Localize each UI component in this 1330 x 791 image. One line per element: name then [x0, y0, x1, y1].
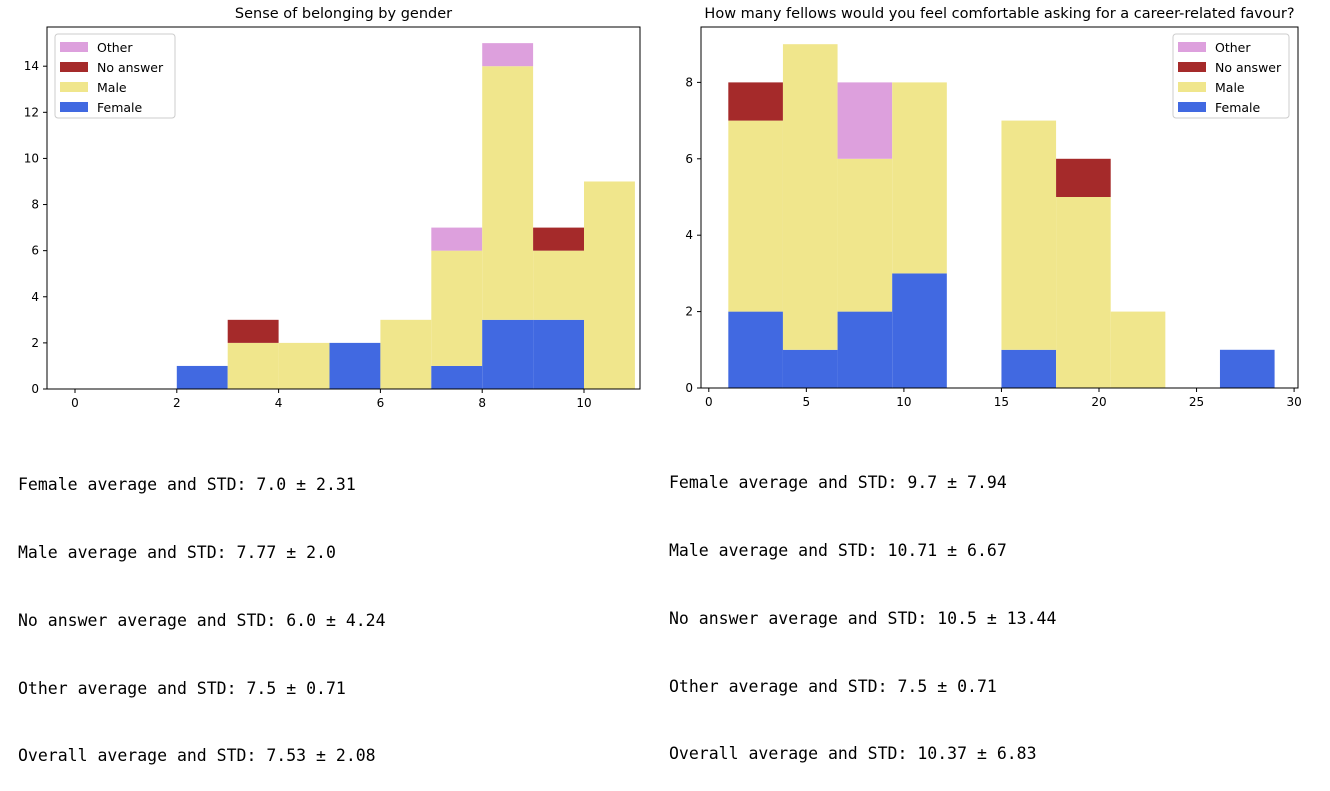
stats-line: No answer average and STD: 10.5 ± 13.44 — [669, 608, 1057, 628]
y-tick-label: 14 — [24, 59, 39, 73]
x-tick-label: 5 — [803, 395, 811, 409]
legend-swatch — [1178, 42, 1206, 52]
bar-other-bin-6 — [482, 43, 534, 67]
stats-line: Female average and STD: 9.7 ± 7.94 — [669, 473, 1007, 493]
chart-canvas: 0 2 4 6 8 10 0 2 4 6 8 10 12 14 Sense of belonging by … — [24, 6, 1302, 410]
bar-other-bin-5 — [431, 227, 483, 251]
y-tick-label: 8 — [31, 198, 39, 212]
y-tick-label: 0 — [31, 382, 39, 396]
legend-entry: Female — [97, 100, 143, 115]
legend-swatch — [60, 62, 88, 72]
bar-no-answer-bin-6 — [1056, 158, 1111, 197]
legend-box — [54, 33, 176, 119]
chart-title: Sense of belonging by gender — [235, 6, 452, 22]
x-tick-label: 20 — [1091, 395, 1106, 409]
x-tick-label: 10 — [896, 395, 911, 409]
y-tick-label: 12 — [24, 105, 39, 119]
legend-swatch — [1178, 62, 1206, 72]
bars — [176, 43, 635, 389]
legend: Other No answer Male Female — [1172, 33, 1290, 119]
bar-male-bin-4 — [380, 319, 432, 389]
y-tick-label: 2 — [685, 305, 693, 319]
x-tick-label: 4 — [275, 396, 283, 410]
x-tick-label: 25 — [1189, 395, 1204, 409]
bar-male-bin-1 — [782, 44, 838, 350]
x-tick-label: 0 — [705, 395, 713, 409]
bar-female-bin-1 — [782, 349, 838, 388]
y-tick-label: 2 — [31, 336, 39, 350]
bar-female-bin-2 — [837, 311, 893, 388]
chart-title: How many fellows would you feel comforta… — [704, 6, 1294, 22]
legend-swatch — [1178, 82, 1206, 92]
chart-2: 0 5 10 15 20 25 30 0 2 4 6 8 How many fellows would … — [685, 6, 1301, 409]
legend-entry: Other — [97, 40, 133, 55]
legend-swatch — [60, 42, 88, 52]
stats-line: Overall average and STD: 7.53 ± 2.08 — [18, 746, 376, 766]
stats-output-right: Female average and STD: 9.7 ± 7.94 Male … — [669, 427, 1056, 789]
legend-swatch — [60, 82, 88, 92]
y-tick-label: 8 — [685, 75, 693, 89]
x-tick-label: 2 — [173, 396, 181, 410]
stats-line: Female average and STD: 7.0 ± 2.31 — [18, 475, 356, 495]
bar-female-bin-5 — [431, 365, 483, 389]
legend-swatch — [1178, 102, 1206, 112]
bars — [728, 44, 1275, 388]
legend-entry: Other — [1215, 40, 1251, 55]
bar-female-bin-6 — [482, 319, 534, 389]
stats-line: Male average and STD: 7.77 ± 2.0 — [18, 542, 336, 562]
bar-female-bin-3 — [329, 342, 381, 389]
y-tick-label: 4 — [685, 228, 693, 242]
y-tick-label: 0 — [685, 381, 693, 395]
bar-male-bin-6 — [482, 66, 534, 320]
legend-entry: No answer — [1215, 60, 1282, 75]
bar-no-answer-bin-1 — [227, 319, 279, 343]
legend-box — [1172, 33, 1290, 119]
bar-female-bin-0 — [176, 365, 228, 389]
stats-line: Male average and STD: 10.71 ± 6.67 — [669, 540, 1007, 560]
legend: Other No answer Male Female — [54, 33, 176, 119]
y-tick-label: 10 — [24, 151, 39, 165]
bar-female-bin-5 — [1001, 349, 1057, 388]
legend-entry: No answer — [97, 60, 164, 75]
bar-female-bin-7 — [533, 319, 585, 389]
y-tick-label: 6 — [31, 244, 39, 258]
x-tick-label: 10 — [576, 396, 591, 410]
bar-male-bin-7 — [1110, 311, 1166, 388]
y-tick-label: 4 — [31, 290, 39, 304]
stats-line: Other average and STD: 7.5 ± 0.71 — [18, 678, 346, 698]
bar-male-bin-5 — [1001, 120, 1057, 350]
bar-no-answer-bin-7 — [533, 227, 585, 251]
y-tick-label: 6 — [685, 152, 693, 166]
stats-line: Other average and STD: 7.5 ± 0.71 — [669, 676, 997, 696]
bar-male-bin-2 — [278, 342, 330, 389]
bar-female-bin-9 — [1219, 349, 1275, 388]
bar-male-bin-7 — [533, 250, 585, 320]
bar-male-bin-1 — [227, 342, 279, 389]
bar-other-bin-2 — [837, 82, 893, 159]
bar-male-bin-3 — [892, 82, 947, 274]
legend-swatch — [60, 102, 88, 112]
x-tick-label: 6 — [377, 396, 385, 410]
bar-male-bin-5 — [431, 250, 483, 366]
legend-entry: Male — [97, 80, 127, 95]
x-tick-label: 8 — [478, 396, 486, 410]
bar-female-bin-3 — [892, 273, 947, 388]
legend-entry: Male — [1215, 80, 1245, 95]
stats-line: No answer average and STD: 6.0 ± 4.24 — [18, 610, 386, 630]
legend-entry: Female — [1215, 100, 1261, 115]
bar-male-bin-6 — [1056, 196, 1111, 388]
stats-output-left: Female average and STD: 7.0 ± 2.31 Male … — [18, 429, 386, 791]
bar-male-bin-0 — [728, 120, 783, 312]
chart-1: 0 2 4 6 8 10 0 2 4 6 8 10 12 14 Sense of belonging by … — [24, 6, 641, 410]
plot-frame — [46, 26, 641, 390]
plot-frame — [700, 26, 1299, 389]
bar-male-bin-8 — [584, 181, 635, 389]
bar-male-bin-2 — [837, 158, 893, 312]
x-tick-label: 15 — [994, 395, 1009, 409]
x-tick-label: 0 — [71, 396, 79, 410]
bar-female-bin-0 — [728, 311, 783, 388]
stats-line: Overall average and STD: 10.37 ± 6.83 — [669, 744, 1037, 764]
x-tick-label: 30 — [1286, 395, 1301, 409]
bar-no-answer-bin-0 — [728, 82, 783, 121]
